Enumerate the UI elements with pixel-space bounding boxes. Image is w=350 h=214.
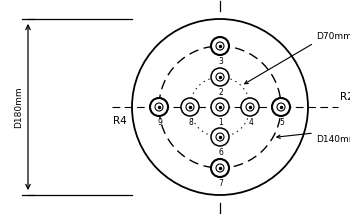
Circle shape bbox=[216, 73, 224, 81]
Text: D70mm: D70mm bbox=[316, 32, 350, 41]
Circle shape bbox=[211, 68, 229, 86]
Text: 4: 4 bbox=[248, 118, 253, 127]
Circle shape bbox=[272, 98, 290, 116]
Text: 1: 1 bbox=[219, 118, 223, 127]
Circle shape bbox=[241, 98, 259, 116]
Text: 9: 9 bbox=[158, 118, 162, 127]
Circle shape bbox=[181, 98, 199, 116]
Circle shape bbox=[186, 103, 194, 111]
Circle shape bbox=[216, 164, 224, 172]
Circle shape bbox=[150, 98, 168, 116]
Text: 8: 8 bbox=[189, 118, 193, 127]
Circle shape bbox=[277, 103, 285, 111]
Circle shape bbox=[211, 37, 229, 55]
Text: 3: 3 bbox=[218, 57, 223, 66]
Text: D180mm: D180mm bbox=[14, 86, 23, 128]
Circle shape bbox=[211, 128, 229, 146]
Circle shape bbox=[216, 133, 224, 141]
Circle shape bbox=[211, 159, 229, 177]
Text: 5: 5 bbox=[280, 118, 285, 127]
Text: 6: 6 bbox=[218, 148, 223, 157]
Circle shape bbox=[216, 42, 224, 50]
Circle shape bbox=[216, 103, 224, 111]
Text: 2: 2 bbox=[219, 88, 223, 97]
Circle shape bbox=[155, 103, 163, 111]
Text: 7: 7 bbox=[218, 179, 223, 188]
Text: R2: R2 bbox=[340, 92, 350, 102]
Circle shape bbox=[246, 103, 254, 111]
Text: R4: R4 bbox=[113, 116, 127, 126]
Circle shape bbox=[211, 98, 229, 116]
Text: D140mm: D140mm bbox=[316, 135, 350, 144]
